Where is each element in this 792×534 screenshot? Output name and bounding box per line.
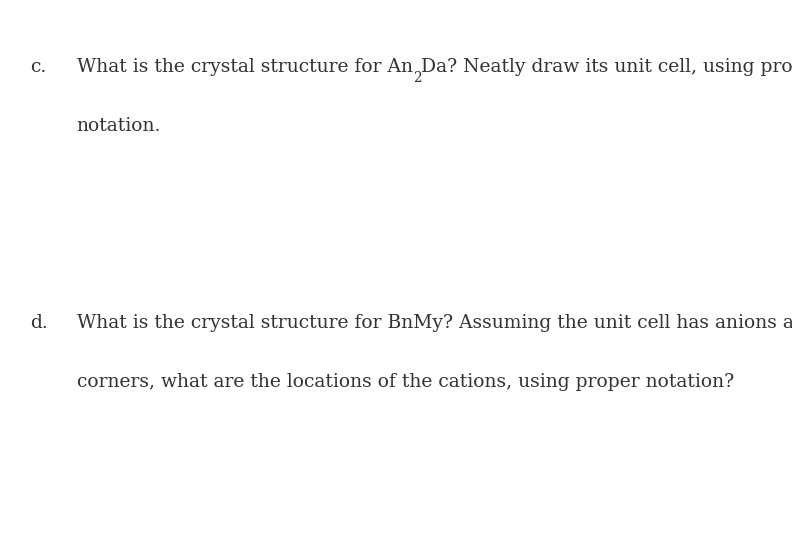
Text: What is the crystal structure for BnMy? Assuming the unit cell has anions at the: What is the crystal structure for BnMy? … [77, 315, 792, 332]
Text: notation.: notation. [77, 117, 162, 135]
Text: 2: 2 [413, 70, 421, 85]
Text: c.: c. [30, 58, 47, 76]
Text: d.: d. [30, 315, 48, 332]
Text: corners, what are the locations of the cations, using proper notation?: corners, what are the locations of the c… [77, 373, 734, 391]
Text: Da? Neatly draw its unit cell, using proper: Da? Neatly draw its unit cell, using pro… [421, 58, 792, 76]
Text: What is the crystal structure for An: What is the crystal structure for An [77, 58, 413, 76]
